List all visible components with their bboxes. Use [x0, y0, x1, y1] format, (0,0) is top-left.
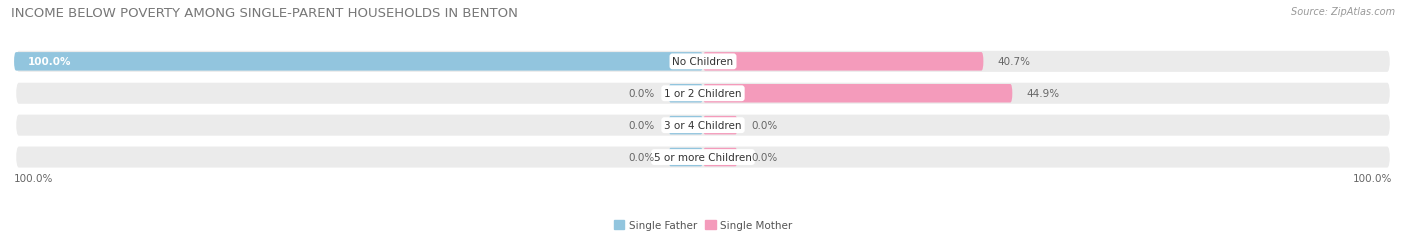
Text: 0.0%: 0.0%: [628, 121, 655, 131]
FancyBboxPatch shape: [703, 148, 738, 167]
FancyBboxPatch shape: [15, 147, 1391, 168]
Text: 0.0%: 0.0%: [751, 152, 778, 162]
Text: 0.0%: 0.0%: [751, 121, 778, 131]
FancyBboxPatch shape: [703, 116, 738, 135]
Text: 44.9%: 44.9%: [1026, 89, 1059, 99]
FancyBboxPatch shape: [669, 148, 703, 167]
FancyBboxPatch shape: [703, 53, 983, 71]
FancyBboxPatch shape: [703, 85, 1012, 103]
FancyBboxPatch shape: [15, 83, 1391, 104]
Text: 100.0%: 100.0%: [28, 57, 72, 67]
Text: 100.0%: 100.0%: [14, 173, 53, 183]
Text: 3 or 4 Children: 3 or 4 Children: [664, 121, 742, 131]
FancyBboxPatch shape: [669, 116, 703, 135]
Text: 100.0%: 100.0%: [1353, 173, 1392, 183]
Text: 0.0%: 0.0%: [628, 89, 655, 99]
Text: INCOME BELOW POVERTY AMONG SINGLE-PARENT HOUSEHOLDS IN BENTON: INCOME BELOW POVERTY AMONG SINGLE-PARENT…: [11, 7, 519, 20]
Text: No Children: No Children: [672, 57, 734, 67]
FancyBboxPatch shape: [15, 52, 1391, 73]
Text: Source: ZipAtlas.com: Source: ZipAtlas.com: [1291, 7, 1395, 17]
Text: 1 or 2 Children: 1 or 2 Children: [664, 89, 742, 99]
Legend: Single Father, Single Mother: Single Father, Single Mother: [610, 216, 796, 231]
FancyBboxPatch shape: [14, 53, 703, 71]
Text: 0.0%: 0.0%: [628, 152, 655, 162]
Text: 5 or more Children: 5 or more Children: [654, 152, 752, 162]
FancyBboxPatch shape: [15, 115, 1391, 136]
FancyBboxPatch shape: [669, 85, 703, 103]
Text: 40.7%: 40.7%: [997, 57, 1031, 67]
